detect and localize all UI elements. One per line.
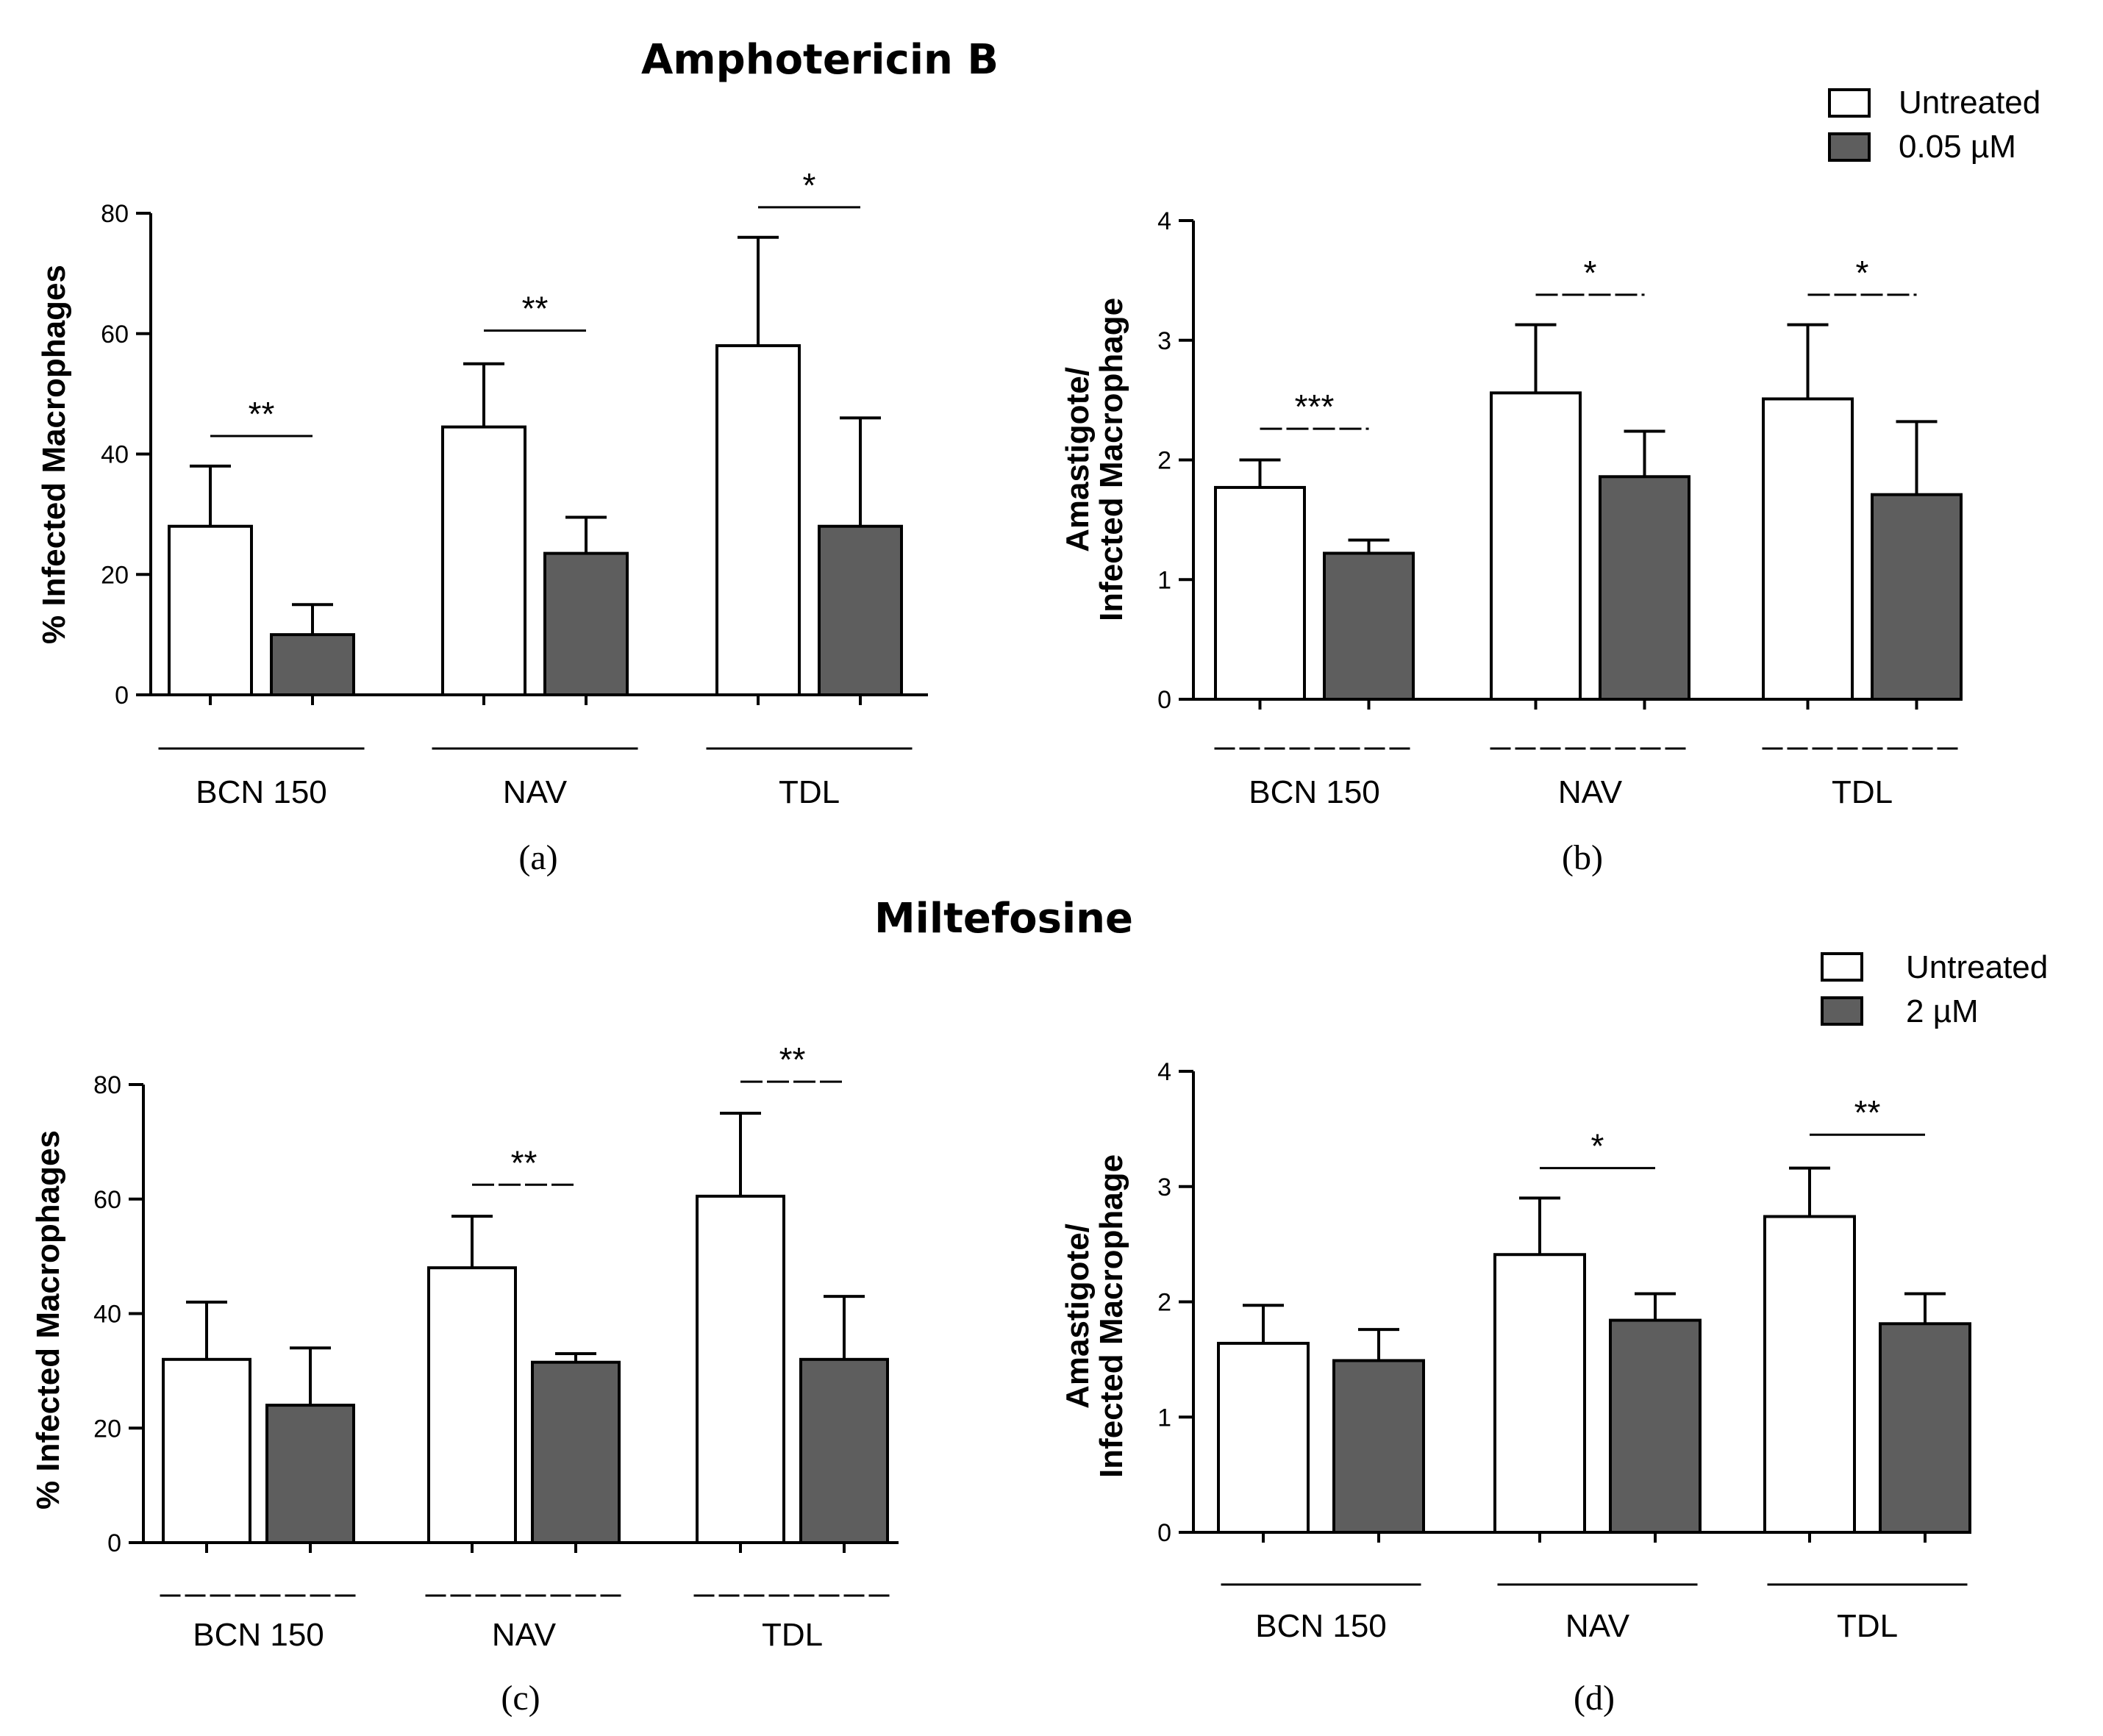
panel-label: (a) — [518, 838, 557, 877]
bar-untreated — [168, 524, 253, 696]
bar-treated — [270, 633, 355, 696]
y-tick-label: 40 — [93, 1301, 121, 1329]
panel-label: (d) — [1574, 1679, 1615, 1718]
category-label: TDL — [762, 1617, 823, 1653]
bar-untreated — [1763, 1215, 1856, 1534]
y-tick-label: 60 — [93, 1186, 121, 1214]
significance-label: *** — [1295, 387, 1335, 426]
legend-bottom-treated-label: 2 µM — [1906, 993, 1979, 1029]
category-label: BCN 150 — [1249, 774, 1380, 810]
y-axis-label: Amastigote/Infected Macrophage — [1060, 1154, 1129, 1478]
bar-untreated — [441, 425, 526, 696]
y-tick-label: 1 — [1157, 566, 1171, 594]
y-tick-label: 4 — [1157, 207, 1171, 235]
category-label: NAV — [1565, 1608, 1630, 1644]
y-tick-label: 80 — [93, 1071, 121, 1099]
y-tick-label: 2 — [1157, 447, 1171, 475]
y-tick-label: 20 — [93, 1415, 121, 1443]
panel-a-chart: 0 20 40 60 80 % Infected Macrophages ** BCN 150… — [36, 166, 928, 877]
panel-b-chart: 0 1 2 3 4 Amastigote/Infected Macrophage *** BC… — [1060, 207, 1963, 877]
legend-top-untreated-swatch — [1828, 88, 1871, 118]
legend-bottom-untreated-label: Untreated — [1906, 949, 2048, 985]
bar-untreated — [1490, 391, 1582, 701]
figure-title-amphotericin: Amphotericin B — [641, 36, 999, 84]
significance-label: ** — [511, 1143, 538, 1182]
bar-treated — [1879, 1322, 1971, 1534]
significance-label: ** — [522, 290, 549, 328]
bar-untreated — [1762, 397, 1854, 701]
legend-top: Untreated 0.05 µM — [1828, 85, 2040, 165]
category-label: BCN 150 — [193, 1617, 324, 1653]
bar-treated — [1599, 475, 1690, 701]
y-tick-label: 20 — [101, 561, 129, 589]
y-tick-label: 0 — [115, 682, 129, 710]
bar-untreated — [1493, 1253, 1586, 1535]
significance-label: ** — [779, 1040, 806, 1079]
category-label: TDL — [1832, 774, 1893, 810]
bar-untreated — [696, 1194, 785, 1544]
y-tick-label: 3 — [1157, 327, 1171, 355]
bar-treated — [265, 1404, 355, 1544]
bar-treated — [799, 1357, 889, 1545]
bar-untreated — [162, 1357, 251, 1545]
category-label: TDL — [1837, 1608, 1898, 1644]
legend-bottom-untreated-swatch — [1821, 952, 1863, 982]
y-tick-label: 60 — [101, 321, 129, 349]
bar-treated — [818, 524, 903, 696]
bar-treated — [1871, 493, 1963, 701]
significance-label: * — [803, 166, 816, 204]
figure-title-miltefosine: Miltefosine — [874, 895, 1133, 943]
significance-label: ** — [249, 395, 275, 433]
category-label: NAV — [1558, 774, 1623, 810]
y-tick-label: 0 — [1157, 1519, 1171, 1547]
y-tick-label: 1 — [1157, 1404, 1171, 1432]
category-label: BCN 150 — [1255, 1608, 1387, 1644]
y-axis-label: % Infected Macrophages — [30, 1130, 66, 1510]
category-label: NAV — [492, 1617, 557, 1653]
y-tick-label: 2 — [1157, 1289, 1171, 1317]
y-tick-label: 3 — [1157, 1174, 1171, 1201]
significance-label: * — [1584, 254, 1597, 292]
y-tick-label: 80 — [101, 200, 129, 228]
significance-label: * — [1856, 254, 1869, 292]
significance-label: ** — [1854, 1093, 1881, 1132]
panel-label: (b) — [1562, 838, 1603, 877]
y-tick-label: 0 — [1157, 686, 1171, 714]
legend-top-untreated-label: Untreated — [1899, 85, 2040, 121]
y-tick-label: 40 — [101, 441, 129, 469]
legend-top-treated-label: 0.05 µM — [1899, 129, 2016, 165]
bar-untreated — [1214, 485, 1306, 701]
significance-label: * — [1591, 1127, 1604, 1165]
bar-untreated — [1217, 1341, 1310, 1535]
bar-treated — [1609, 1318, 1702, 1534]
bar-treated — [1323, 551, 1415, 701]
legend-bottom: Untreated 2 µM — [1821, 949, 2048, 1029]
bar-untreated — [427, 1266, 517, 1544]
bar-treated — [543, 551, 629, 696]
panel-d-chart: 0 1 2 3 4 Amastigote/Infected Macrophage BCN 1… — [1060, 1058, 1971, 1718]
legend-top-treated-swatch — [1828, 132, 1871, 162]
category-label: TDL — [779, 774, 840, 810]
y-axis-label: % Infected Macrophages — [36, 265, 72, 644]
bar-treated — [531, 1360, 621, 1544]
bar-treated — [1332, 1359, 1425, 1534]
legend-bottom-treated-swatch — [1821, 996, 1863, 1026]
y-axis-label: Amastigote/Infected Macrophage — [1060, 298, 1129, 621]
panel-c-chart: 0 20 40 60 80 % Infected Macrophages BCN 150 **… — [30, 1040, 899, 1718]
category-label: NAV — [503, 774, 568, 810]
category-label: BCN 150 — [196, 774, 327, 810]
bar-untreated — [715, 344, 801, 696]
y-tick-label: 4 — [1157, 1058, 1171, 1086]
panel-label: (c) — [501, 1679, 540, 1718]
y-tick-label: 0 — [107, 1529, 121, 1557]
